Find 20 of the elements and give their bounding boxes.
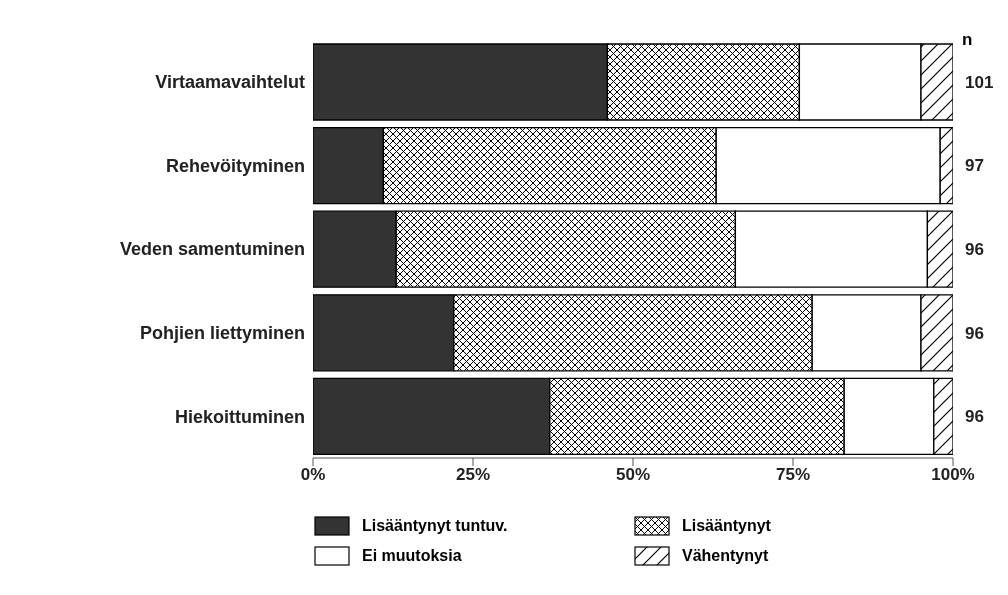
text: 96 <box>965 323 984 343</box>
y-tick-label: Rehevöityminen <box>165 155 305 176</box>
y-tick-label: Pohjien liettyminen <box>139 322 305 343</box>
legend-label: Vähentynyt <box>682 547 769 565</box>
x-tick-label: 0% <box>300 465 326 485</box>
legend-label: Ei muutoksia <box>362 547 462 565</box>
text: 96 <box>965 407 984 427</box>
legend-label: Lisääntynyt <box>682 517 771 535</box>
text: 101 <box>965 72 994 92</box>
text: 96 <box>965 240 984 260</box>
text: 97 <box>965 156 984 176</box>
text: n <box>962 30 973 50</box>
y-tick-label: Veden samentuminen <box>119 239 305 260</box>
y-tick-label: Virtaamavaihtelut <box>155 72 305 93</box>
y-tick-label: Hiekoittuminen <box>174 406 305 427</box>
x-tick-label: 75% <box>775 465 811 485</box>
x-tick-label: 100% <box>931 465 975 485</box>
x-tick-label: 50% <box>615 465 651 485</box>
x-tick-label: 25% <box>455 465 491 485</box>
legend-label: Lisääntynyt tuntuv. <box>362 517 508 535</box>
